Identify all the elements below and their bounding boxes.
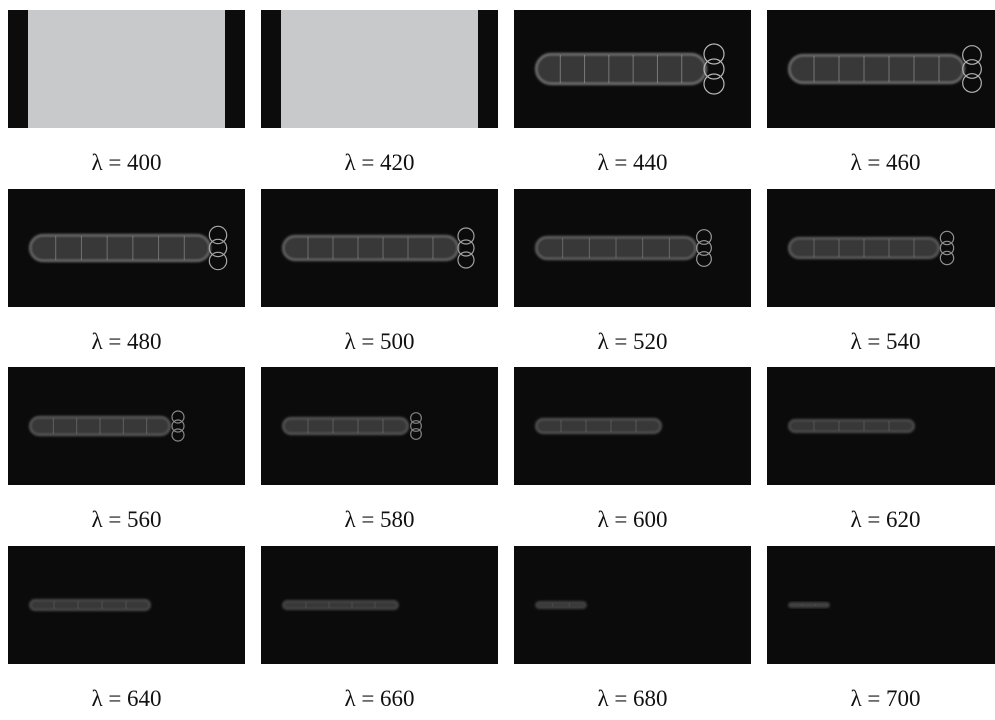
blob xyxy=(536,54,706,84)
panel-caption: λ = 660 xyxy=(344,686,414,711)
blob xyxy=(789,55,964,83)
panel: λ = 420 xyxy=(261,10,498,175)
panel-caption: λ = 600 xyxy=(597,507,667,532)
blob xyxy=(789,603,829,607)
blob xyxy=(536,419,661,433)
panel: λ = 560 xyxy=(8,367,245,532)
panel-caption: λ = 640 xyxy=(91,686,161,711)
panel-edge xyxy=(225,10,245,128)
panel: λ = 520 xyxy=(514,189,751,354)
panel-caption: λ = 520 xyxy=(597,329,667,354)
panel-image xyxy=(8,10,245,128)
blob xyxy=(283,418,408,434)
panel-caption: λ = 480 xyxy=(91,329,161,354)
panel-edge xyxy=(478,10,498,128)
blob xyxy=(283,236,458,260)
panel-image xyxy=(261,10,498,128)
panel: λ = 500 xyxy=(261,189,498,354)
panel-caption: λ = 500 xyxy=(344,329,414,354)
panel: λ = 660 xyxy=(261,546,498,711)
panel-caption: λ = 540 xyxy=(850,329,920,354)
panel-caption: λ = 420 xyxy=(344,150,414,175)
panel-edge xyxy=(8,10,28,128)
panel: λ = 700 xyxy=(767,546,995,711)
blob xyxy=(30,600,150,610)
blob xyxy=(789,420,914,432)
panel: λ = 400 xyxy=(8,10,245,175)
blob xyxy=(30,235,210,261)
panel-caption: λ = 700 xyxy=(850,686,920,711)
panel-caption: λ = 440 xyxy=(597,150,667,175)
panel: λ = 480 xyxy=(8,189,245,354)
panel: λ = 680 xyxy=(514,546,751,711)
panel: λ = 440 xyxy=(514,10,751,175)
panel: λ = 600 xyxy=(514,367,751,532)
panel: λ = 460 xyxy=(767,10,995,175)
panel-caption: λ = 400 xyxy=(91,150,161,175)
figure: λ = 400 λ = 420 λ = 440 λ = 460 λ = 480 λ = 5… xyxy=(0,0,995,715)
blob xyxy=(283,601,398,609)
panel: λ = 640 xyxy=(8,546,245,711)
panel-caption: λ = 680 xyxy=(597,686,667,711)
panel: λ = 540 xyxy=(767,189,995,354)
panel-caption: λ = 460 xyxy=(850,150,920,175)
panel-caption: λ = 580 xyxy=(344,507,414,532)
blob xyxy=(536,602,586,608)
panel-caption: λ = 620 xyxy=(850,507,920,532)
panel: λ = 580 xyxy=(261,367,498,532)
panel: λ = 620 xyxy=(767,367,995,532)
panel-caption: λ = 560 xyxy=(91,507,161,532)
panel-edge xyxy=(261,10,281,128)
